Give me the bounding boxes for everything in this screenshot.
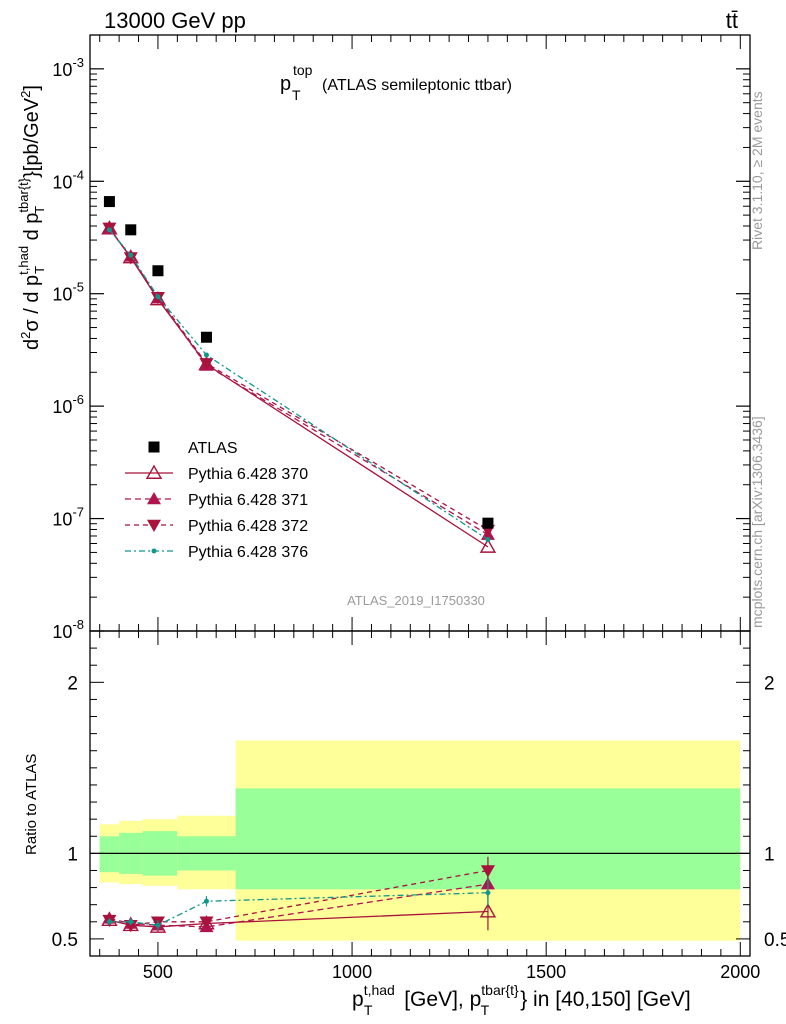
ratio-y-tick-label-right: 1: [764, 844, 775, 865]
rivet-label: Rivet 3.1.10, ≥ 2M events: [749, 91, 765, 250]
ratio-point: [155, 922, 161, 928]
main-plot-area: [101, 196, 497, 553]
data-point: [200, 331, 212, 343]
ratio-y-tick-label: 1: [67, 844, 78, 865]
mc-point: [106, 227, 112, 233]
ratio-point: [203, 898, 209, 904]
legend-marker: [145, 464, 163, 479]
mcplots-label: mcplots.cern.ch [arXiv:1306.3436]: [749, 416, 765, 628]
x-tick-label: 1000: [332, 962, 372, 982]
ratio-point: [479, 903, 497, 918]
data-point: [103, 196, 115, 208]
legend: ATLAS Pythia 6.428 370 Pythia 6.428 371 Pyt…: [125, 440, 308, 561]
y-tick-label: 10-3: [52, 55, 84, 80]
mc-point: [199, 358, 214, 371]
series-line: [108, 228, 489, 536]
main-axes: 10-8 10-7 10-6 10-5 10-4 10-3: [52, 34, 750, 642]
ratio-y-axis-label: Ratio to ATLAS: [23, 754, 40, 855]
collision-label: 13000 GeV pp: [104, 8, 246, 33]
plot-title-main: p: [280, 73, 291, 95]
legend-marker: [147, 519, 161, 532]
legend-label: Pythia 6.428 370: [188, 466, 308, 483]
legend-label: Pythia 6.428 372: [188, 518, 308, 535]
mc-point: [128, 252, 134, 258]
y-tick-label: 10-5: [52, 280, 84, 305]
ratio-point: [106, 919, 112, 925]
ratio-point: [199, 916, 214, 929]
svg-text:pt,hadT [GeV], ptbar{t}T} in [: pt,had T [GeV], ptbar{t} T} in [40,150] [G…: [352, 982, 691, 1018]
plot-title: p top T (ATLAS semileptonic ttbar): [280, 62, 512, 103]
data-point: [482, 517, 494, 529]
ratio-y-tick-label: 2: [67, 673, 78, 694]
main-plot-frame: [89, 34, 751, 632]
ratio-plot-area: [90, 740, 750, 941]
ratio-y-tick-label: 0.5: [52, 930, 78, 951]
legend-marker: [147, 492, 161, 505]
ratio-point: [485, 890, 491, 896]
ratio-point: [480, 865, 495, 878]
series-line: [108, 229, 489, 541]
x-axis-label: pt,had T [GeV], ptbar{t} T} in [40,150] [G…: [352, 982, 691, 1018]
y-tick-label: 10-8: [52, 617, 84, 642]
y-tick-label: 10-4: [52, 167, 84, 192]
ratio-y-tick-label-right: 0.5: [764, 930, 786, 951]
mc-point: [479, 538, 497, 553]
y-tick-label: 10-7: [52, 505, 84, 530]
plot-title-sup: top: [293, 62, 313, 78]
analysis-id: ATLAS_2019_I1750330: [347, 593, 485, 608]
x-tick-label: 500: [143, 962, 173, 982]
series-line: [108, 227, 489, 531]
data-point: [125, 224, 137, 236]
legend-marker: [148, 441, 160, 453]
svg-text:d2σ / d pt,hadT d ptbar{t}T}[p: d2σ / d pt,hadT d ptbar{t}T}[pb/GeV2]: [16, 85, 47, 350]
y-tick-label: 10-6: [52, 392, 84, 417]
ratio-point: [128, 919, 134, 925]
plot-title-sub: T: [292, 87, 301, 103]
data-point: [152, 265, 164, 277]
legend-marker: [151, 548, 157, 554]
x-tick-label: 1500: [526, 962, 566, 982]
ratio-series-line: [109, 892, 488, 926]
mc-point: [123, 252, 138, 265]
ratio-plot-frame: [89, 630, 751, 957]
ratio-y-tick-label-right: 2: [764, 673, 775, 694]
ratio-point: [123, 919, 138, 933]
process-label: tt̄: [726, 8, 738, 33]
mc-point: [155, 294, 161, 300]
uncertainty-band-inner: [99, 836, 120, 873]
plot-title-rest: (ATLAS semileptonic ttbar): [322, 77, 512, 94]
x-tick-label: 2000: [720, 962, 760, 982]
legend-label: ATLAS: [188, 440, 238, 457]
legend-label: Pythia 6.428 376: [188, 544, 308, 561]
legend-label: Pythia 6.428 371: [188, 492, 308, 509]
main-y-axis-label: d2σ / d pt,hadT d ptbar{t}T}[pb/GeV2]: [16, 85, 47, 350]
mc-point: [485, 537, 491, 543]
mc-point: [203, 352, 209, 358]
